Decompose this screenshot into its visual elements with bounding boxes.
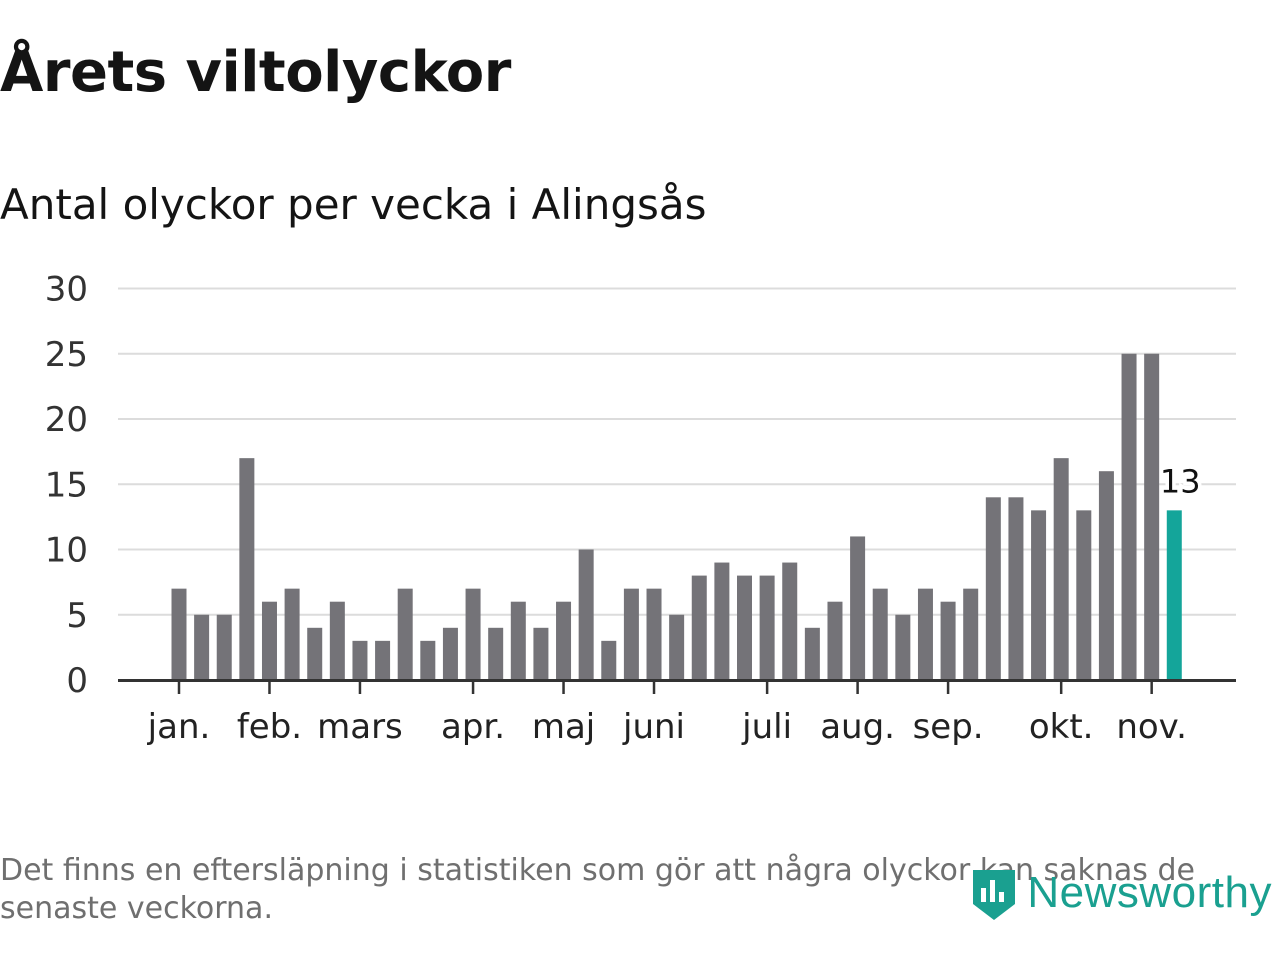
- bar: [985, 497, 1001, 680]
- x-tick-label: juli: [741, 707, 792, 747]
- bar: [1098, 471, 1114, 680]
- bar: [623, 588, 639, 680]
- bar: [171, 588, 187, 680]
- data-labels: 13: [1156, 459, 1204, 504]
- bars: [171, 353, 1182, 680]
- bar: [352, 640, 368, 680]
- x-tick-label: feb.: [237, 707, 302, 747]
- x-tick-label: mars: [317, 707, 403, 747]
- x-tick-label: maj: [532, 707, 595, 747]
- bar: [940, 601, 956, 680]
- brand-name: Newsworthy: [1027, 868, 1272, 917]
- bar: [284, 588, 300, 680]
- x-tick-label: sep.: [913, 707, 984, 747]
- x-tick-label: juni: [622, 707, 685, 747]
- brand-logo: Newsworthy: [969, 864, 1272, 922]
- bar: [578, 549, 594, 680]
- y-tick-label: 15: [45, 465, 88, 505]
- bar: [1121, 353, 1137, 680]
- bar: [1053, 458, 1069, 680]
- y-axis-ticks: 0 5 10 15 20 25 30: [45, 270, 88, 702]
- bar: [737, 575, 752, 680]
- bar: [1031, 510, 1047, 680]
- bar: [669, 614, 685, 680]
- bar: [556, 601, 572, 680]
- bar: [239, 458, 255, 680]
- bar: [917, 588, 933, 680]
- gridlines: [118, 287, 1236, 616]
- bar: [850, 536, 866, 680]
- data-label-last: 13: [1160, 462, 1201, 500]
- bar: [397, 588, 413, 680]
- bar: [782, 562, 798, 680]
- bar: [804, 627, 820, 680]
- y-tick-label: 30: [45, 270, 88, 310]
- bar: [329, 601, 345, 680]
- bar: [691, 575, 707, 680]
- bar: [895, 614, 911, 680]
- bar: [510, 601, 526, 680]
- bar: [420, 640, 436, 680]
- y-tick-label: 20: [45, 400, 88, 440]
- bar: [872, 588, 888, 680]
- bar: [601, 640, 617, 680]
- bar: [1144, 353, 1160, 680]
- y-tick-label: 25: [45, 335, 88, 375]
- bar: [216, 614, 232, 680]
- x-tick-label: nov.: [1116, 707, 1187, 747]
- bar: [963, 588, 979, 680]
- x-tick-label: apr.: [441, 707, 505, 747]
- bar: [442, 627, 458, 680]
- bar: [1008, 497, 1024, 680]
- x-axis-ticks: jan. feb. mars apr. maj juni juli aug. sep. okt. n…: [147, 680, 1187, 747]
- bar: [488, 627, 504, 680]
- bar: [533, 627, 549, 680]
- bar: [646, 588, 662, 680]
- bar: [465, 588, 481, 680]
- bar: [261, 601, 277, 680]
- bar-chart: 0 5 10 15 20 25 30 jan. feb. mars apr. maj juni juli…: [45, 270, 1236, 747]
- x-tick-label: aug.: [820, 707, 895, 747]
- chart-subtitle: Antal olyckor per vecka i Alingsås: [0, 180, 707, 229]
- bar-highlight: [1166, 510, 1182, 680]
- x-tick-label: okt.: [1029, 707, 1094, 747]
- chart-title: Årets viltolyckor: [0, 40, 511, 105]
- bar: [759, 575, 775, 680]
- bar: [307, 627, 323, 680]
- y-tick-label: 5: [66, 596, 88, 636]
- y-tick-label: 10: [45, 531, 88, 571]
- bar: [714, 562, 730, 680]
- bar: [194, 614, 210, 680]
- newsworthy-logo-icon: [973, 870, 1016, 920]
- bar: [375, 640, 391, 680]
- bar: [1076, 510, 1092, 680]
- y-tick-label: 0: [66, 661, 88, 701]
- x-tick-label: jan.: [147, 707, 211, 747]
- bar: [827, 601, 843, 680]
